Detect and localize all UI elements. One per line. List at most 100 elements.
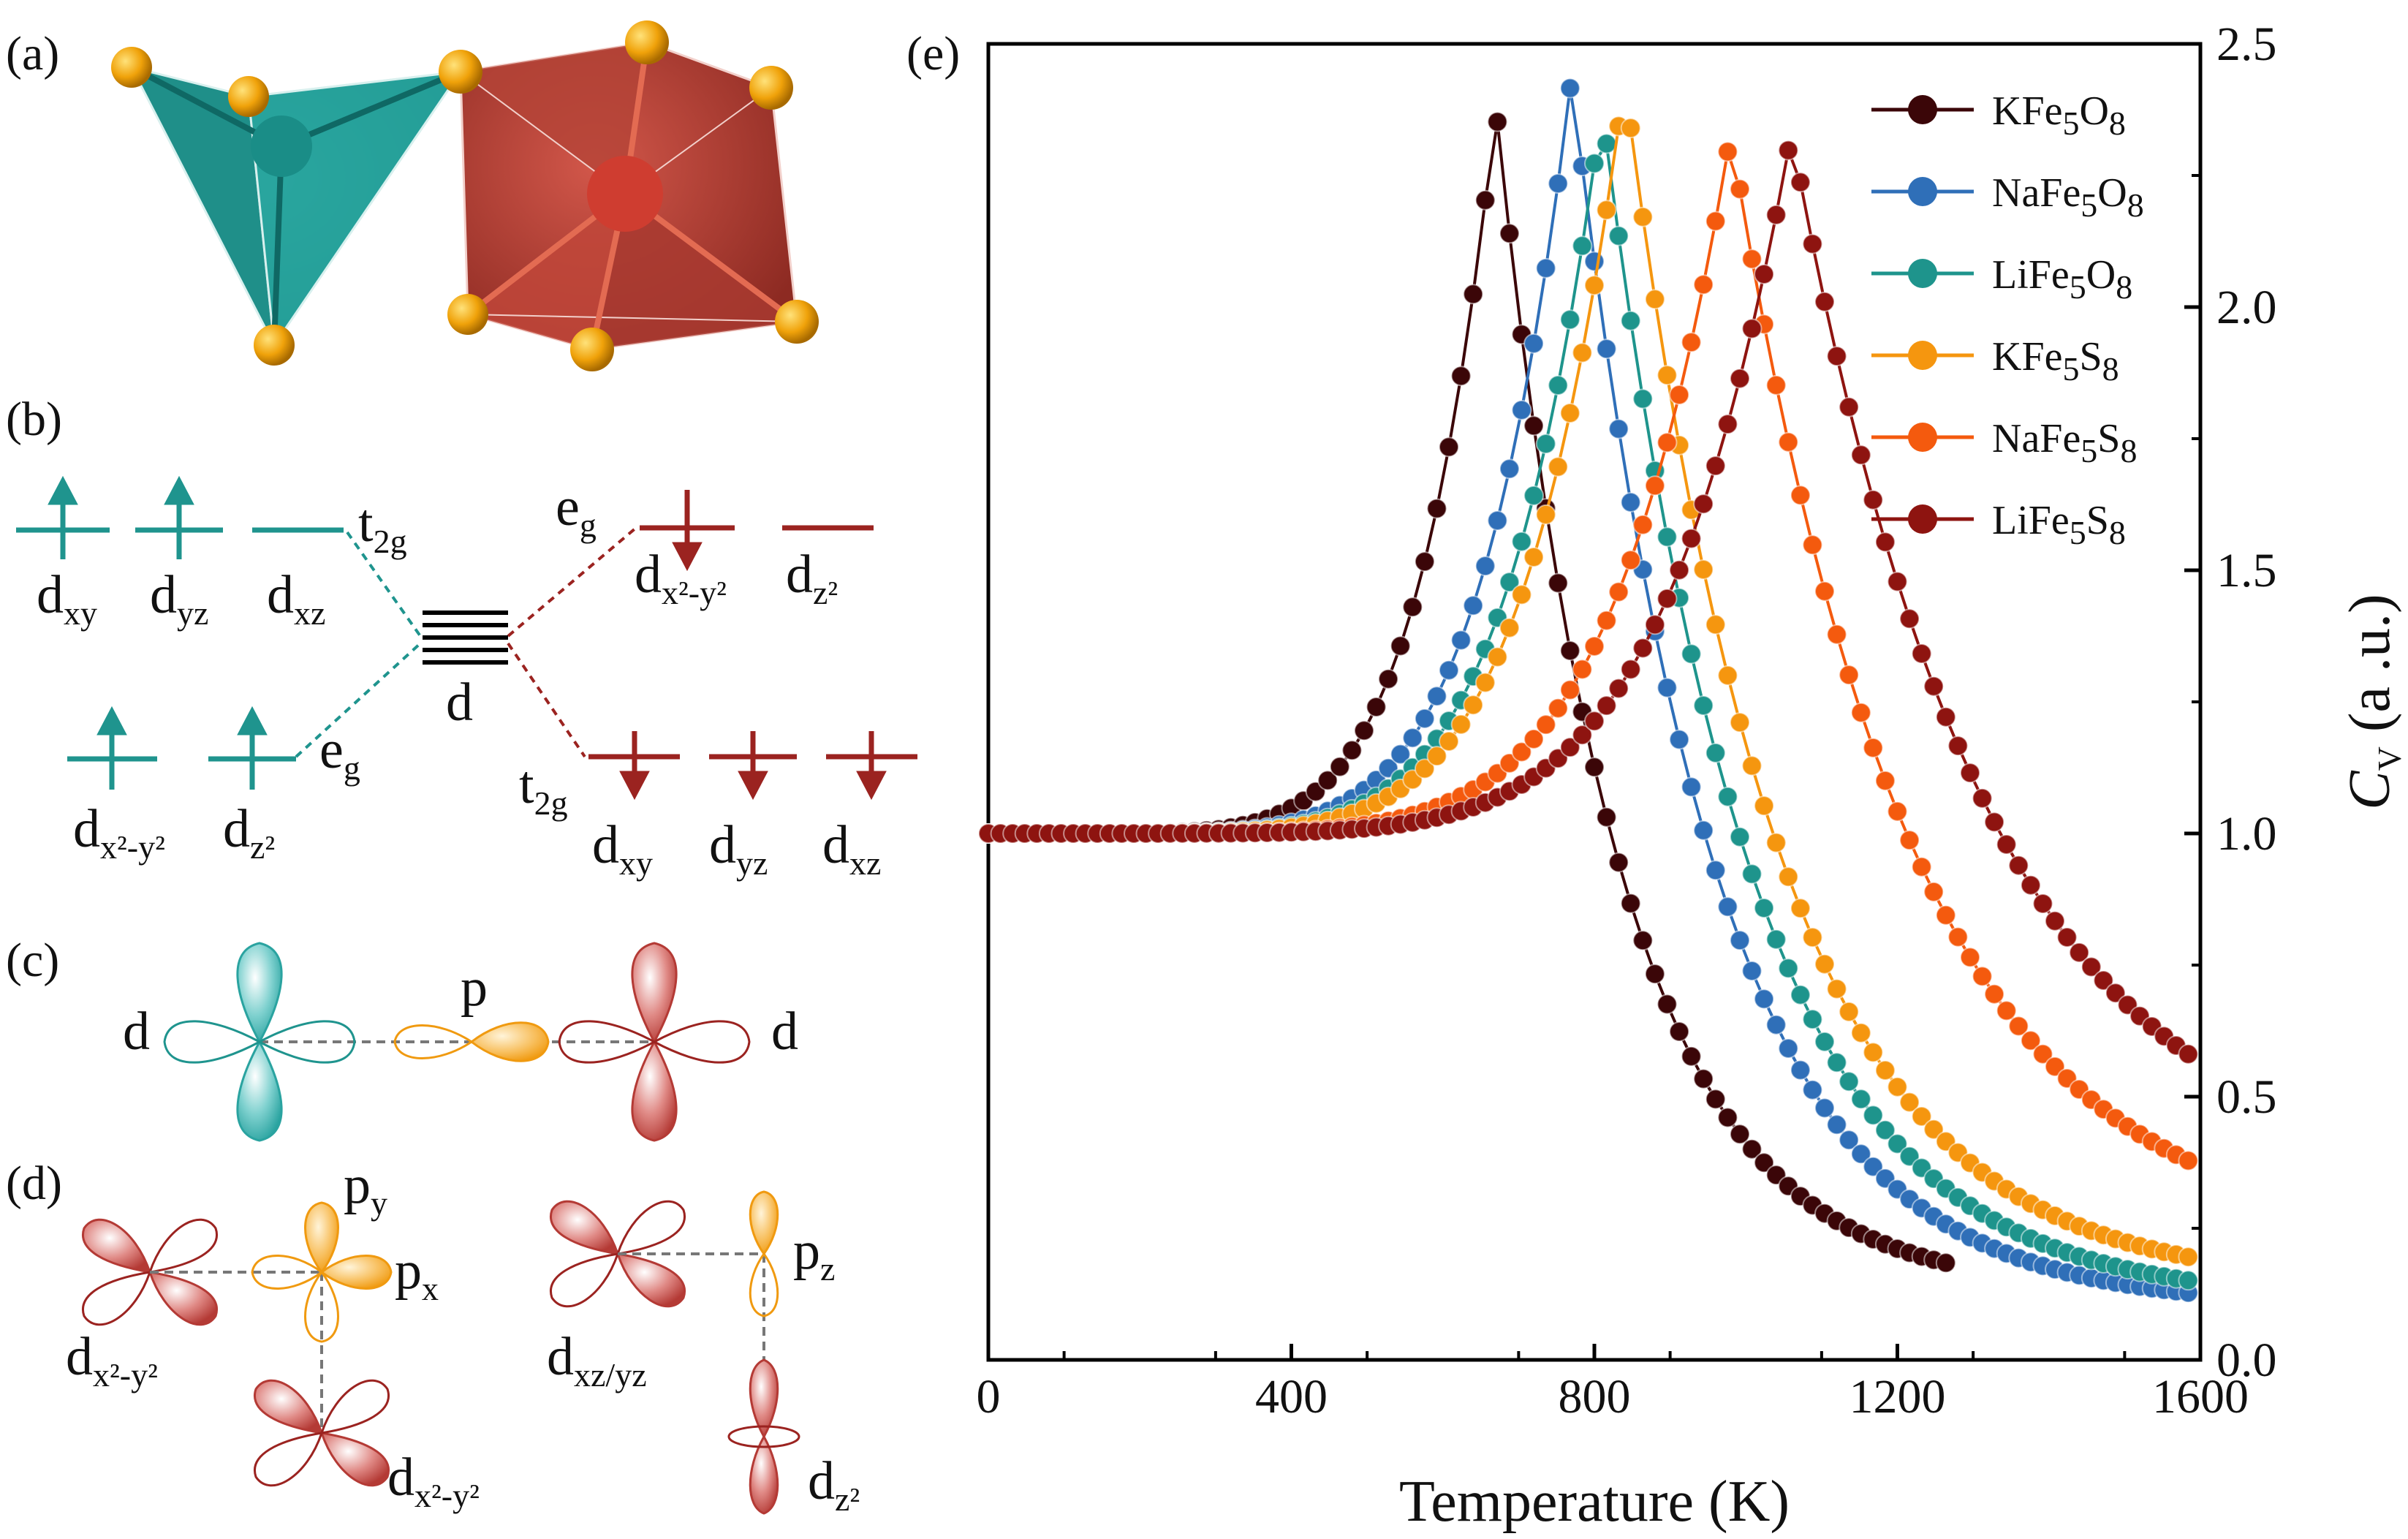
data-point bbox=[1559, 77, 1580, 99]
data-point bbox=[1559, 403, 1580, 423]
data-point bbox=[1754, 795, 1775, 817]
data-point bbox=[1402, 727, 1423, 749]
data-point bbox=[1584, 275, 1605, 296]
x-axis-title: Temperature (K) bbox=[1399, 1470, 1790, 1534]
data-point bbox=[1693, 274, 1714, 295]
data-point bbox=[1874, 1119, 1896, 1141]
data-point bbox=[1705, 455, 1726, 477]
panel-e-label: (e) bbox=[906, 27, 960, 80]
data-point bbox=[1899, 608, 1920, 629]
data-point bbox=[1741, 249, 1763, 270]
data-point bbox=[1681, 1045, 1702, 1067]
data-point bbox=[1863, 1105, 1884, 1126]
data-point bbox=[1935, 1252, 1956, 1274]
data-point bbox=[1341, 740, 1363, 761]
data-point bbox=[1548, 572, 1569, 594]
data-point bbox=[2178, 1043, 2199, 1065]
data-point bbox=[1329, 756, 1350, 777]
data-point bbox=[1850, 1089, 1871, 1110]
data-point bbox=[1911, 856, 1932, 877]
right-dxy: dxy bbox=[592, 815, 653, 882]
data-point bbox=[1790, 485, 1811, 506]
data-point bbox=[1984, 812, 2005, 833]
data-point bbox=[1620, 118, 1641, 139]
data-point bbox=[1523, 547, 1545, 567]
x-tick-label: 0 bbox=[977, 1370, 1001, 1423]
data-point bbox=[1923, 676, 1945, 697]
data-point bbox=[1584, 636, 1605, 657]
data-point bbox=[1693, 1068, 1714, 1089]
data-point bbox=[1620, 659, 1641, 680]
data-point bbox=[1826, 1052, 1847, 1073]
data-point bbox=[2178, 1247, 2199, 1268]
data-point bbox=[1730, 826, 1750, 847]
x-tick-label: 1200 bbox=[1849, 1370, 1946, 1423]
data-point bbox=[1717, 414, 1738, 435]
data-point bbox=[2105, 983, 2126, 1004]
data-point bbox=[1863, 489, 1884, 510]
data-point bbox=[1559, 640, 1580, 661]
right-t2g-label: t2g bbox=[519, 755, 568, 822]
d-px: px bbox=[395, 1241, 439, 1307]
data-point bbox=[1584, 711, 1605, 732]
data-point bbox=[1778, 140, 1799, 161]
d-d1: dx²-y² bbox=[66, 1327, 158, 1394]
data-point bbox=[1802, 1009, 1823, 1030]
data-point bbox=[1439, 731, 1459, 752]
legend-label: LiFe5S8 bbox=[1992, 498, 2126, 551]
data-point bbox=[1826, 1114, 1847, 1135]
data-point bbox=[1874, 770, 1896, 791]
legend-label: NaFe5O8 bbox=[1992, 170, 2144, 224]
data-point bbox=[1923, 1119, 1945, 1140]
data-point bbox=[1414, 551, 1435, 572]
legend-marker bbox=[1908, 341, 1937, 370]
data-point bbox=[2178, 1150, 2199, 1171]
data-point bbox=[1548, 173, 1569, 194]
data-point bbox=[1317, 770, 1339, 791]
y-axis: 0.0 0.5 1.0 1.5 2.0 2.5 bbox=[2184, 18, 2277, 1387]
data-point bbox=[1620, 550, 1641, 571]
right-dx2y2: dx²-y² bbox=[635, 545, 727, 611]
y-axis-title: CV (a .u.) bbox=[2338, 594, 2408, 809]
data-point bbox=[1535, 434, 1556, 454]
data-point bbox=[1802, 1079, 1823, 1100]
data-point bbox=[1657, 994, 1678, 1015]
data-point bbox=[1935, 706, 1956, 727]
center-d: d bbox=[446, 673, 473, 733]
data-point bbox=[1620, 310, 1641, 331]
data-point bbox=[1754, 1152, 1775, 1173]
data-point bbox=[1572, 659, 1593, 680]
data-point bbox=[1802, 233, 1823, 254]
data-point bbox=[1511, 531, 1532, 552]
data-point bbox=[1923, 881, 1945, 902]
data-point bbox=[1681, 643, 1702, 665]
y-tick-label: 2.0 bbox=[2216, 281, 2277, 334]
data-point bbox=[1450, 714, 1472, 735]
data-point bbox=[1487, 510, 1508, 531]
left-dyz: dyz bbox=[150, 565, 208, 632]
left-dxy: dxy bbox=[37, 565, 97, 632]
data-point bbox=[1947, 926, 1969, 948]
left-dx2y2: dx²-y² bbox=[73, 799, 165, 866]
data-point bbox=[1450, 366, 1472, 387]
left-t2g-label: t2g bbox=[358, 494, 407, 560]
y-tick-label: 0.0 bbox=[2216, 1334, 2277, 1387]
data-point bbox=[1730, 930, 1750, 951]
data-point bbox=[1474, 672, 1496, 693]
data-point bbox=[1548, 375, 1569, 396]
data-point bbox=[1559, 679, 1580, 700]
data-point bbox=[2032, 893, 2053, 914]
data-point bbox=[1584, 251, 1605, 272]
data-point bbox=[1839, 665, 1860, 686]
data-point bbox=[1657, 432, 1678, 453]
data-point bbox=[1996, 834, 2017, 855]
data-point bbox=[1366, 697, 1387, 717]
data-point bbox=[1730, 178, 1750, 200]
panel-d-label: (d) bbox=[6, 1157, 62, 1210]
c-right-d: d bbox=[771, 1002, 798, 1062]
data-point bbox=[1814, 953, 1835, 975]
data-point bbox=[1826, 346, 1847, 367]
data-point bbox=[1814, 1097, 1835, 1119]
data-point bbox=[1669, 559, 1690, 581]
